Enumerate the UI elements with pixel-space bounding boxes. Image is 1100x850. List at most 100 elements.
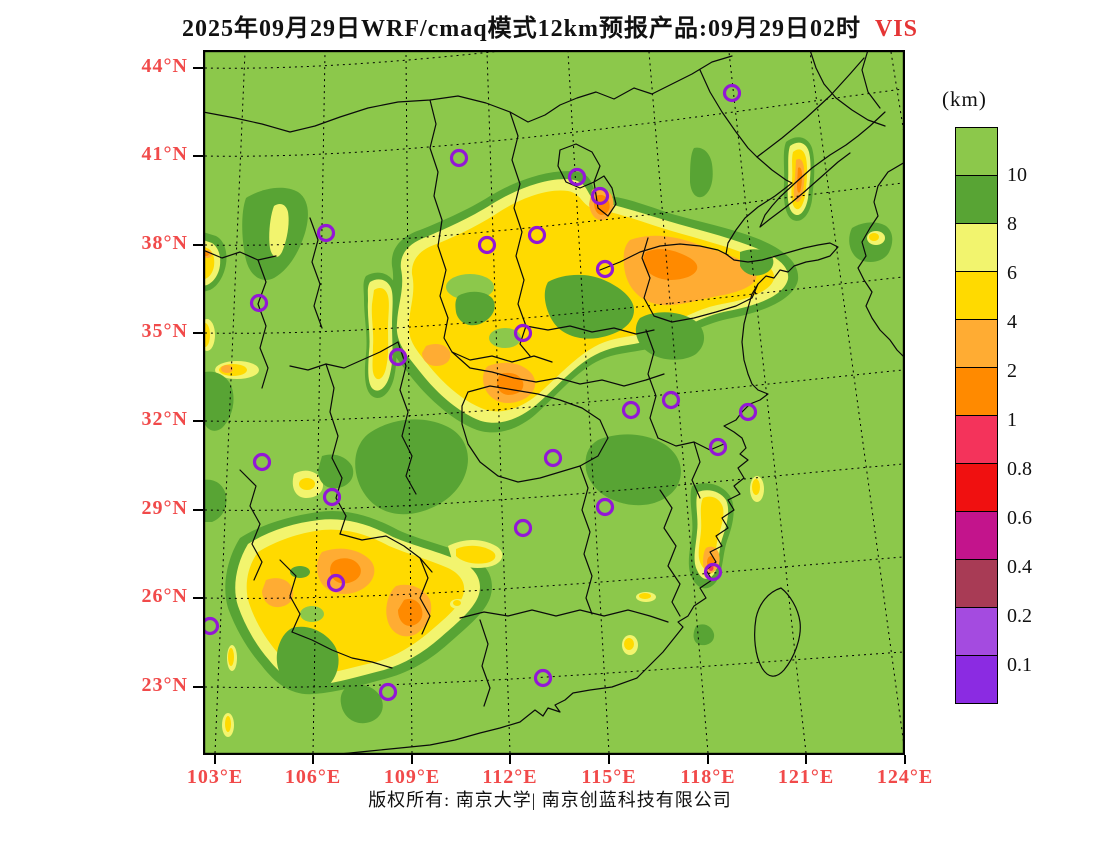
city-marker [590, 186, 610, 206]
colorbar-cell [955, 367, 998, 416]
border-line [397, 341, 417, 495]
vis-region [299, 478, 315, 490]
city-marker [708, 437, 728, 457]
lon-tick [411, 755, 413, 764]
lon-tick [904, 755, 906, 764]
border-line [645, 329, 659, 439]
vis-region [752, 479, 760, 495]
border-line [599, 243, 729, 271]
colorbar-cell [955, 607, 998, 656]
lat-label: 35°N [141, 320, 188, 342]
lat-tick [193, 420, 203, 422]
lon-tick [805, 755, 807, 764]
border-line [291, 631, 393, 669]
vis-region [869, 233, 879, 241]
border-line [525, 325, 655, 335]
city-marker [527, 225, 547, 245]
city-marker [661, 390, 681, 410]
vis-region [228, 648, 234, 666]
colorbar-boundary-label: 1 [1007, 409, 1017, 431]
colorbar-cell [955, 559, 998, 608]
lon-label: 118°E [680, 766, 736, 788]
border-line [479, 619, 491, 707]
vis-region [398, 599, 423, 626]
city-marker [703, 562, 723, 582]
border-line [857, 161, 905, 359]
lat-label: 38°N [141, 232, 188, 254]
colorbar-cell [955, 223, 998, 272]
border-line [809, 50, 886, 127]
parallel-line [204, 276, 904, 334]
vis-region [269, 204, 289, 257]
border-line [659, 489, 681, 617]
border-line [279, 559, 301, 633]
colorbar-boundary-label: 0.6 [1007, 507, 1032, 529]
map-svg [203, 50, 905, 755]
lat-tick [193, 155, 203, 157]
vis-region [221, 365, 233, 373]
lat-label: 44°N [141, 55, 188, 77]
border-line [325, 363, 347, 535]
lon-label: 124°E [876, 766, 934, 788]
vis-region [276, 626, 339, 693]
border-line [756, 57, 865, 158]
border-line [239, 469, 263, 581]
border-line [593, 175, 617, 217]
copyright-text: 版权所有: 南京大学| 南京创蓝科技有限公司 [368, 790, 732, 810]
lat-label: 32°N [141, 408, 188, 430]
colorbar-cell [955, 319, 998, 368]
vis-region [290, 566, 310, 578]
parallel-line [204, 182, 904, 246]
vis-region [422, 344, 451, 366]
colorbar-boundary-label: 2 [1007, 360, 1017, 382]
vis-region [690, 147, 713, 198]
city-marker [326, 573, 346, 593]
border-line [861, 50, 881, 109]
lon-label: 121°E [777, 766, 835, 788]
colorbar-cell [955, 127, 998, 176]
border-line [641, 237, 759, 323]
colorbar-boundary-label: 10 [1007, 164, 1027, 186]
lat-tick [193, 509, 203, 511]
colorbar-unit-label: (km) [942, 87, 987, 111]
vis-region [585, 434, 681, 506]
city-marker [513, 323, 533, 343]
city-marker [595, 259, 615, 279]
vis-region [371, 288, 389, 380]
colorbar-boundary-label: 8 [1007, 213, 1017, 235]
title-text: 2025年09月29日WRF/cmaq模式12km预报产品:09月29日02时 [181, 16, 861, 42]
vis-region [453, 600, 461, 606]
parallel-line [204, 651, 904, 688]
city-marker [567, 167, 587, 187]
colorbar-boundary-label: 0.4 [1007, 556, 1032, 578]
lon-tick [312, 755, 314, 764]
meridian-line [809, 51, 905, 754]
city-marker [595, 497, 615, 517]
border-line [754, 587, 801, 677]
lat-tick [193, 332, 203, 334]
lon-label: 109°E [383, 766, 441, 788]
border-line [339, 182, 839, 755]
border-line [699, 69, 793, 184]
city-marker [543, 448, 563, 468]
border-line [339, 533, 433, 573]
lon-label: 103°E [186, 766, 244, 788]
map-frame [203, 50, 905, 755]
city-marker [621, 400, 641, 420]
city-marker [388, 347, 408, 367]
border-line [759, 111, 886, 228]
lat-tick [193, 597, 203, 599]
vis-region [318, 454, 354, 489]
lat-label: 23°N [141, 674, 188, 696]
city-marker [477, 235, 497, 255]
vis-region [544, 274, 634, 339]
vis-region [455, 291, 495, 326]
border-line [429, 99, 553, 363]
colorbar-cell [955, 175, 998, 224]
parallel-line [204, 369, 904, 422]
vis-region [355, 419, 468, 515]
city-marker [513, 518, 533, 538]
vis-region [203, 479, 227, 522]
border-line [419, 557, 431, 635]
